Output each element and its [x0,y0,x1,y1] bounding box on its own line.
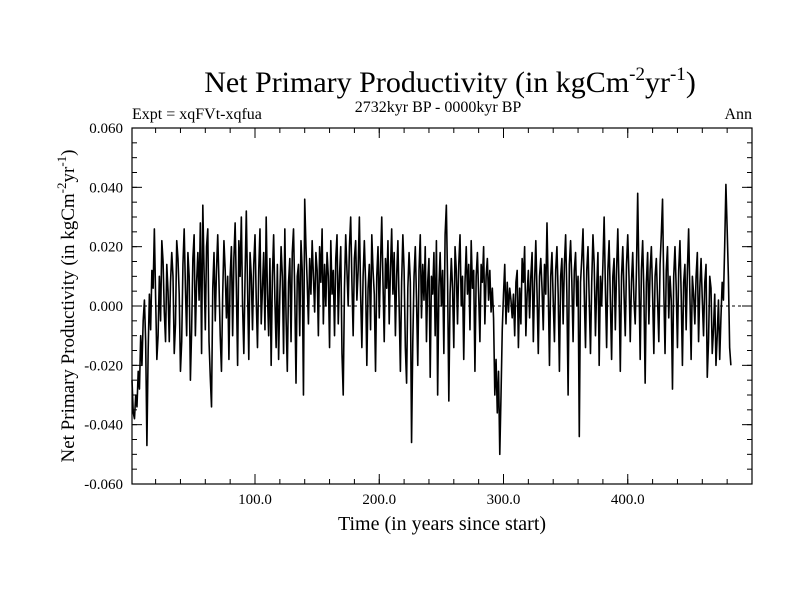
x-tick-label: 300.0 [487,492,521,508]
y-tick-label: 0.060 [89,121,123,137]
y-axis-label: Net Primary Productivity (in kgCm-2yr-1) [54,150,79,463]
y-tick-label: 0.040 [89,180,123,196]
x-tick-label: 400.0 [611,492,645,508]
y-tick-label: 0.020 [89,240,123,256]
x-tick-label: 200.0 [362,492,396,508]
y-tick-label: -0.040 [84,418,123,434]
plot-frame [131,127,753,485]
y-tick-label: -0.020 [84,358,123,374]
axis-tick-labels: -0.060 -0.040 -0.020 0.000 0.020 0.040 0.060 10… [84,121,644,508]
expt-label: Expt = xqFVt-xqfua [132,106,262,123]
season-label: Ann [724,106,752,123]
y-tick-label: 0.000 [89,299,123,315]
y-tick-label: -0.060 [84,477,123,493]
npp-series-line [131,183,732,456]
x-tick-label: 100.0 [238,492,272,508]
chart-title: Net Primary Productivity (in kgCm-2yr-1) [204,64,696,99]
x-axis-label: Time (in years since start) [338,513,546,535]
period-label: 2732kyr BP - 0000kyr BP [355,99,522,116]
